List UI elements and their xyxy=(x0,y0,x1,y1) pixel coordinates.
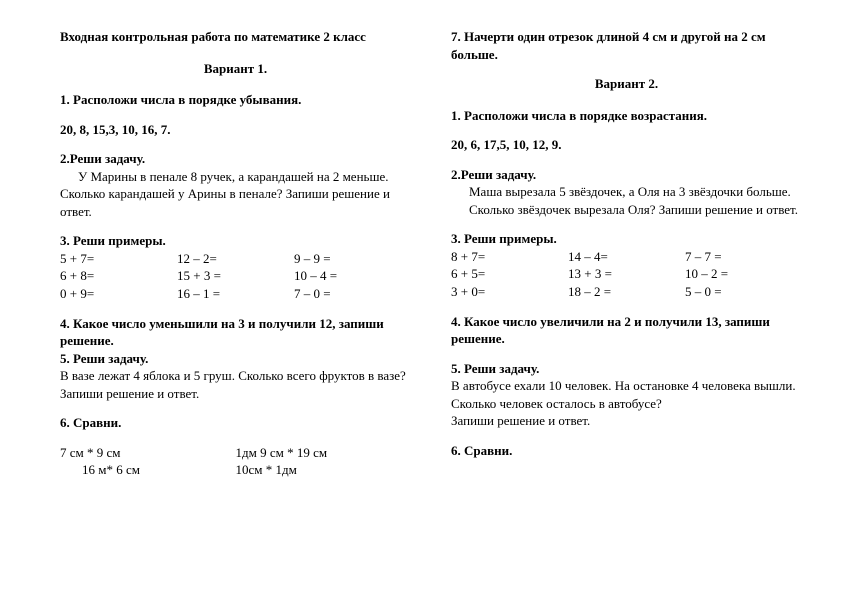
v1-cmp-col1: 7 см * 9 см 16 м* 6 см xyxy=(60,444,236,479)
v1-task3: 3. Реши примеры. 5 + 7= 6 + 8= 0 + 9= 12… xyxy=(60,232,411,302)
v1-ex-col1: 5 + 7= 6 + 8= 0 + 9= xyxy=(60,250,177,303)
v2-ex-col1: 8 + 7= 6 + 5= 3 + 0= xyxy=(451,248,568,301)
v1-task1-numbers: 20, 8, 15,3, 10, 16, 7. xyxy=(60,121,411,139)
v2-task1-title: 1. Расположи числа в порядке возрастания… xyxy=(451,107,802,125)
variant1-heading: Вариант 1. xyxy=(60,60,411,78)
v1-task5-line2: Запиши решение и ответ. xyxy=(60,385,411,403)
v2-task3-title: 3. Реши примеры. xyxy=(451,230,802,248)
v1-task4: 4. Какое число уменьшили на 3 и получили… xyxy=(60,315,411,350)
v1-cmp1a: 7 см * 9 см xyxy=(60,444,236,462)
v2-task2-title: 2.Реши задачу. xyxy=(451,166,802,184)
v2-ex-col3: 7 – 7 = 10 – 2 = 5 – 0 = xyxy=(685,248,802,301)
v2-ex3a: 3 + 0= xyxy=(451,283,568,301)
v1-task6-title: 6. Сравни. xyxy=(60,414,411,432)
v1-ex3a: 0 + 9= xyxy=(60,285,177,303)
column-right: 7. Начерти один отрезок длиной 4 см и др… xyxy=(451,28,802,479)
v2-ex1c: 7 – 7 = xyxy=(685,248,802,266)
v1-examples: 5 + 7= 6 + 8= 0 + 9= 12 – 2= 15 + 3 = 16… xyxy=(60,250,411,303)
v2-examples: 8 + 7= 6 + 5= 3 + 0= 14 – 4= 13 + 3 = 18… xyxy=(451,248,802,301)
v1-task2-title: 2.Реши задачу. xyxy=(60,150,411,168)
v2-task2-body: Маша вырезала 5 звёздочек, а Оля на 3 зв… xyxy=(451,183,802,218)
v1-ex-col3: 9 – 9 = 10 – 4 = 7 – 0 = xyxy=(294,250,411,303)
doc-title: Входная контрольная работа по математике… xyxy=(60,28,411,46)
v1-cmp-col2: 1дм 9 см * 19 см 10см * 1дм xyxy=(236,444,412,479)
v2-task5-title: 5. Реши задачу. xyxy=(451,360,802,378)
v2-ex1a: 8 + 7= xyxy=(451,248,568,266)
v1-ex2b: 15 + 3 = xyxy=(177,267,294,285)
variant2-heading: Вариант 2. xyxy=(451,75,802,93)
v1-ex2c: 10 – 4 = xyxy=(294,267,411,285)
v1-ex3b: 16 – 1 = xyxy=(177,285,294,303)
v2-ex3b: 18 – 2 = xyxy=(568,283,685,301)
v2-ex-col2: 14 – 4= 13 + 3 = 18 – 2 = xyxy=(568,248,685,301)
v2-task1-numbers: 20, 6, 17,5, 10, 12, 9. xyxy=(451,136,802,154)
v2-task5-line1: В автобусе ехали 10 человек. На остановк… xyxy=(451,377,802,412)
v1-ex1b: 12 – 2= xyxy=(177,250,294,268)
v2-task5: 5. Реши задачу. В автобусе ехали 10 чело… xyxy=(451,360,802,430)
v1-ex-col2: 12 – 2= 15 + 3 = 16 – 1 = xyxy=(177,250,294,303)
v1-cmp2a: 16 м* 6 см xyxy=(60,461,236,479)
v1-compare: 7 см * 9 см 16 м* 6 см 1дм 9 см * 19 см … xyxy=(60,444,411,479)
v1-task2-line1: У Марины в пенале 8 ручек, а карандашей … xyxy=(60,168,411,186)
v2-ex1b: 14 – 4= xyxy=(568,248,685,266)
v2-ex2b: 13 + 3 = xyxy=(568,265,685,283)
v1-task3-title: 3. Реши примеры. xyxy=(60,232,411,250)
v1-task5-line1: В вазе лежат 4 яблока и 5 груш. Сколько … xyxy=(60,367,411,385)
v2-task2: 2.Реши задачу. Маша вырезала 5 звёздочек… xyxy=(451,166,802,219)
v2-task4: 4. Какое число увеличили на 2 и получили… xyxy=(451,313,802,348)
v2-task3: 3. Реши примеры. 8 + 7= 6 + 5= 3 + 0= 14… xyxy=(451,230,802,300)
v1-task5: 5. Реши задачу. В вазе лежат 4 яблока и … xyxy=(60,350,411,403)
v1-cmp2b: 10см * 1дм xyxy=(236,461,412,479)
column-left: Входная контрольная работа по математике… xyxy=(60,28,411,479)
v2-ex3c: 5 – 0 = xyxy=(685,283,802,301)
v1-task5-title: 5. Реши задачу. xyxy=(60,350,411,368)
v2-ex2c: 10 – 2 = xyxy=(685,265,802,283)
v1-ex3c: 7 – 0 = xyxy=(294,285,411,303)
v1-task2: 2.Реши задачу. У Марины в пенале 8 ручек… xyxy=(60,150,411,220)
v1-ex1c: 9 – 9 = xyxy=(294,250,411,268)
v2-ex2a: 6 + 5= xyxy=(451,265,568,283)
v1-task2-line2: Сколько карандашей у Арины в пенале? Зап… xyxy=(60,185,411,220)
v2-task6-title: 6. Сравни. xyxy=(451,442,802,460)
v1-cmp1b: 1дм 9 см * 19 см xyxy=(236,444,412,462)
v1-task7: 7. Начерти один отрезок длиной 4 см и др… xyxy=(451,28,802,63)
v1-task1-title: 1. Расположи числа в порядке убывания. xyxy=(60,91,411,109)
v1-ex2a: 6 + 8= xyxy=(60,267,177,285)
v1-ex1a: 5 + 7= xyxy=(60,250,177,268)
worksheet: Входная контрольная работа по математике… xyxy=(60,28,802,479)
v2-task5-line2: Запиши решение и ответ. xyxy=(451,412,802,430)
